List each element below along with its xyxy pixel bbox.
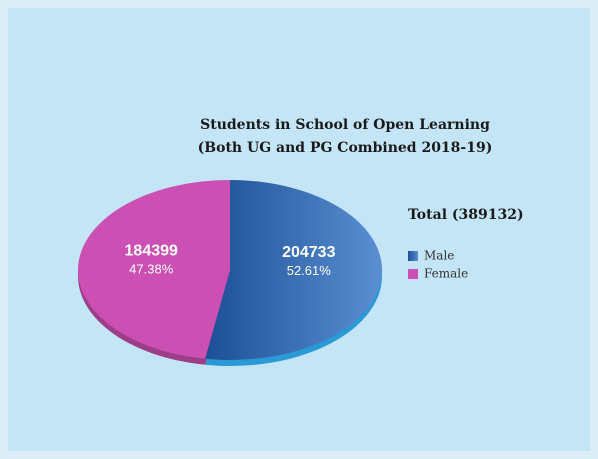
value-label: 204733 xyxy=(282,244,335,261)
value-label: 184399 xyxy=(125,242,178,259)
percentage-label: 52.61% xyxy=(287,263,332,278)
percentage-label: 47.38% xyxy=(129,262,174,277)
legend-label: Female xyxy=(424,267,468,281)
legend-swatch xyxy=(408,251,418,261)
slice xyxy=(78,180,230,359)
chart-subtitle: (Both UG and PG Combined 2018-19) xyxy=(198,140,493,156)
chart-title: Students in School of Open Learning xyxy=(200,117,490,133)
legend-label: Male xyxy=(424,249,454,263)
slice xyxy=(205,180,383,360)
total-label: Total (389132) xyxy=(408,207,524,223)
legend-swatch xyxy=(408,269,418,279)
